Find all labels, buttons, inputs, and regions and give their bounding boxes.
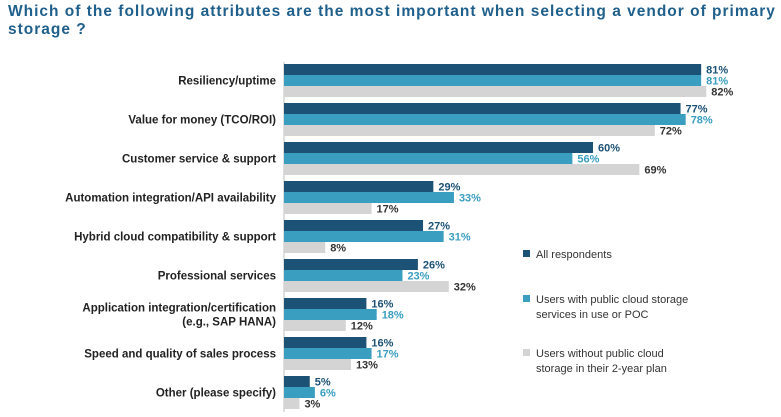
legend-swatch — [523, 349, 530, 356]
category-label: Value for money (TCO/ROI) — [128, 115, 276, 127]
data-label: 16% — [371, 299, 393, 311]
data-label: 32% — [454, 282, 476, 294]
category-label: (e.g., SAP HANA) — [182, 317, 276, 329]
legend-label: Users without public cloud — [536, 348, 664, 360]
bar — [284, 387, 315, 398]
data-label: 33% — [459, 193, 481, 205]
data-label: 26% — [423, 260, 445, 272]
bar — [284, 376, 310, 387]
bar — [284, 320, 346, 331]
category-label: Automation integration/API availability — [65, 193, 276, 205]
data-label: 78% — [691, 115, 713, 127]
category-label: Resiliency/uptime — [178, 76, 276, 88]
category-label: Other (please specify) — [156, 388, 276, 400]
bar — [284, 142, 593, 153]
data-label: 17% — [377, 349, 399, 361]
data-label: 82% — [711, 87, 733, 99]
legend-label: All respondents — [536, 249, 612, 261]
bar — [284, 125, 655, 136]
data-label: 8% — [330, 243, 346, 255]
legend-label: storage in their 2-year plan — [536, 363, 667, 375]
data-label: 72% — [660, 126, 682, 138]
bar — [284, 192, 454, 203]
data-label: 6% — [320, 388, 336, 400]
data-label: 27% — [428, 221, 450, 233]
bar — [284, 164, 640, 175]
category-label: Hybrid cloud compatibility & support — [74, 232, 276, 244]
legend-swatch — [523, 250, 530, 257]
bar — [284, 231, 444, 242]
category-label: Customer service & support — [122, 154, 276, 166]
category-label: Professional services — [158, 271, 276, 283]
data-label: 5% — [315, 377, 331, 389]
data-label: 69% — [644, 165, 666, 177]
bar — [284, 270, 403, 281]
bar — [284, 64, 702, 75]
bar — [284, 103, 681, 114]
data-label: 81% — [706, 65, 728, 77]
data-label: 17% — [377, 204, 399, 216]
bar — [284, 220, 424, 231]
legend-swatch — [523, 295, 530, 302]
bar — [284, 153, 573, 164]
data-label: 60% — [598, 143, 620, 155]
data-label: 3% — [304, 399, 320, 411]
data-label: 23% — [407, 271, 429, 283]
bar — [284, 298, 367, 309]
data-label: 13% — [356, 360, 378, 372]
bar — [284, 75, 702, 86]
data-label: 81% — [706, 76, 728, 88]
category-label: Application integration/certification — [82, 303, 276, 315]
data-label: 56% — [577, 154, 599, 166]
data-label: 31% — [449, 232, 471, 244]
bar — [284, 337, 367, 348]
bar — [284, 114, 686, 125]
chart-title: Which of the following attributes are th… — [8, 3, 776, 38]
bar — [284, 309, 377, 320]
bar — [284, 281, 449, 292]
bar — [284, 86, 707, 97]
bar — [284, 242, 326, 253]
data-label: 77% — [686, 104, 708, 116]
data-label: 12% — [351, 321, 373, 333]
bar — [284, 203, 372, 214]
data-label: 16% — [371, 338, 393, 350]
bar — [284, 359, 351, 370]
category-label: Speed and quality of sales process — [84, 349, 276, 361]
legend-label: services in use or POC — [536, 309, 649, 321]
data-label: 18% — [382, 310, 404, 322]
bar — [284, 259, 418, 270]
bar — [284, 348, 372, 359]
data-label: 29% — [438, 182, 460, 194]
bar — [284, 398, 300, 409]
legend-label: Users with public cloud storage — [536, 294, 688, 306]
bar — [284, 181, 434, 192]
